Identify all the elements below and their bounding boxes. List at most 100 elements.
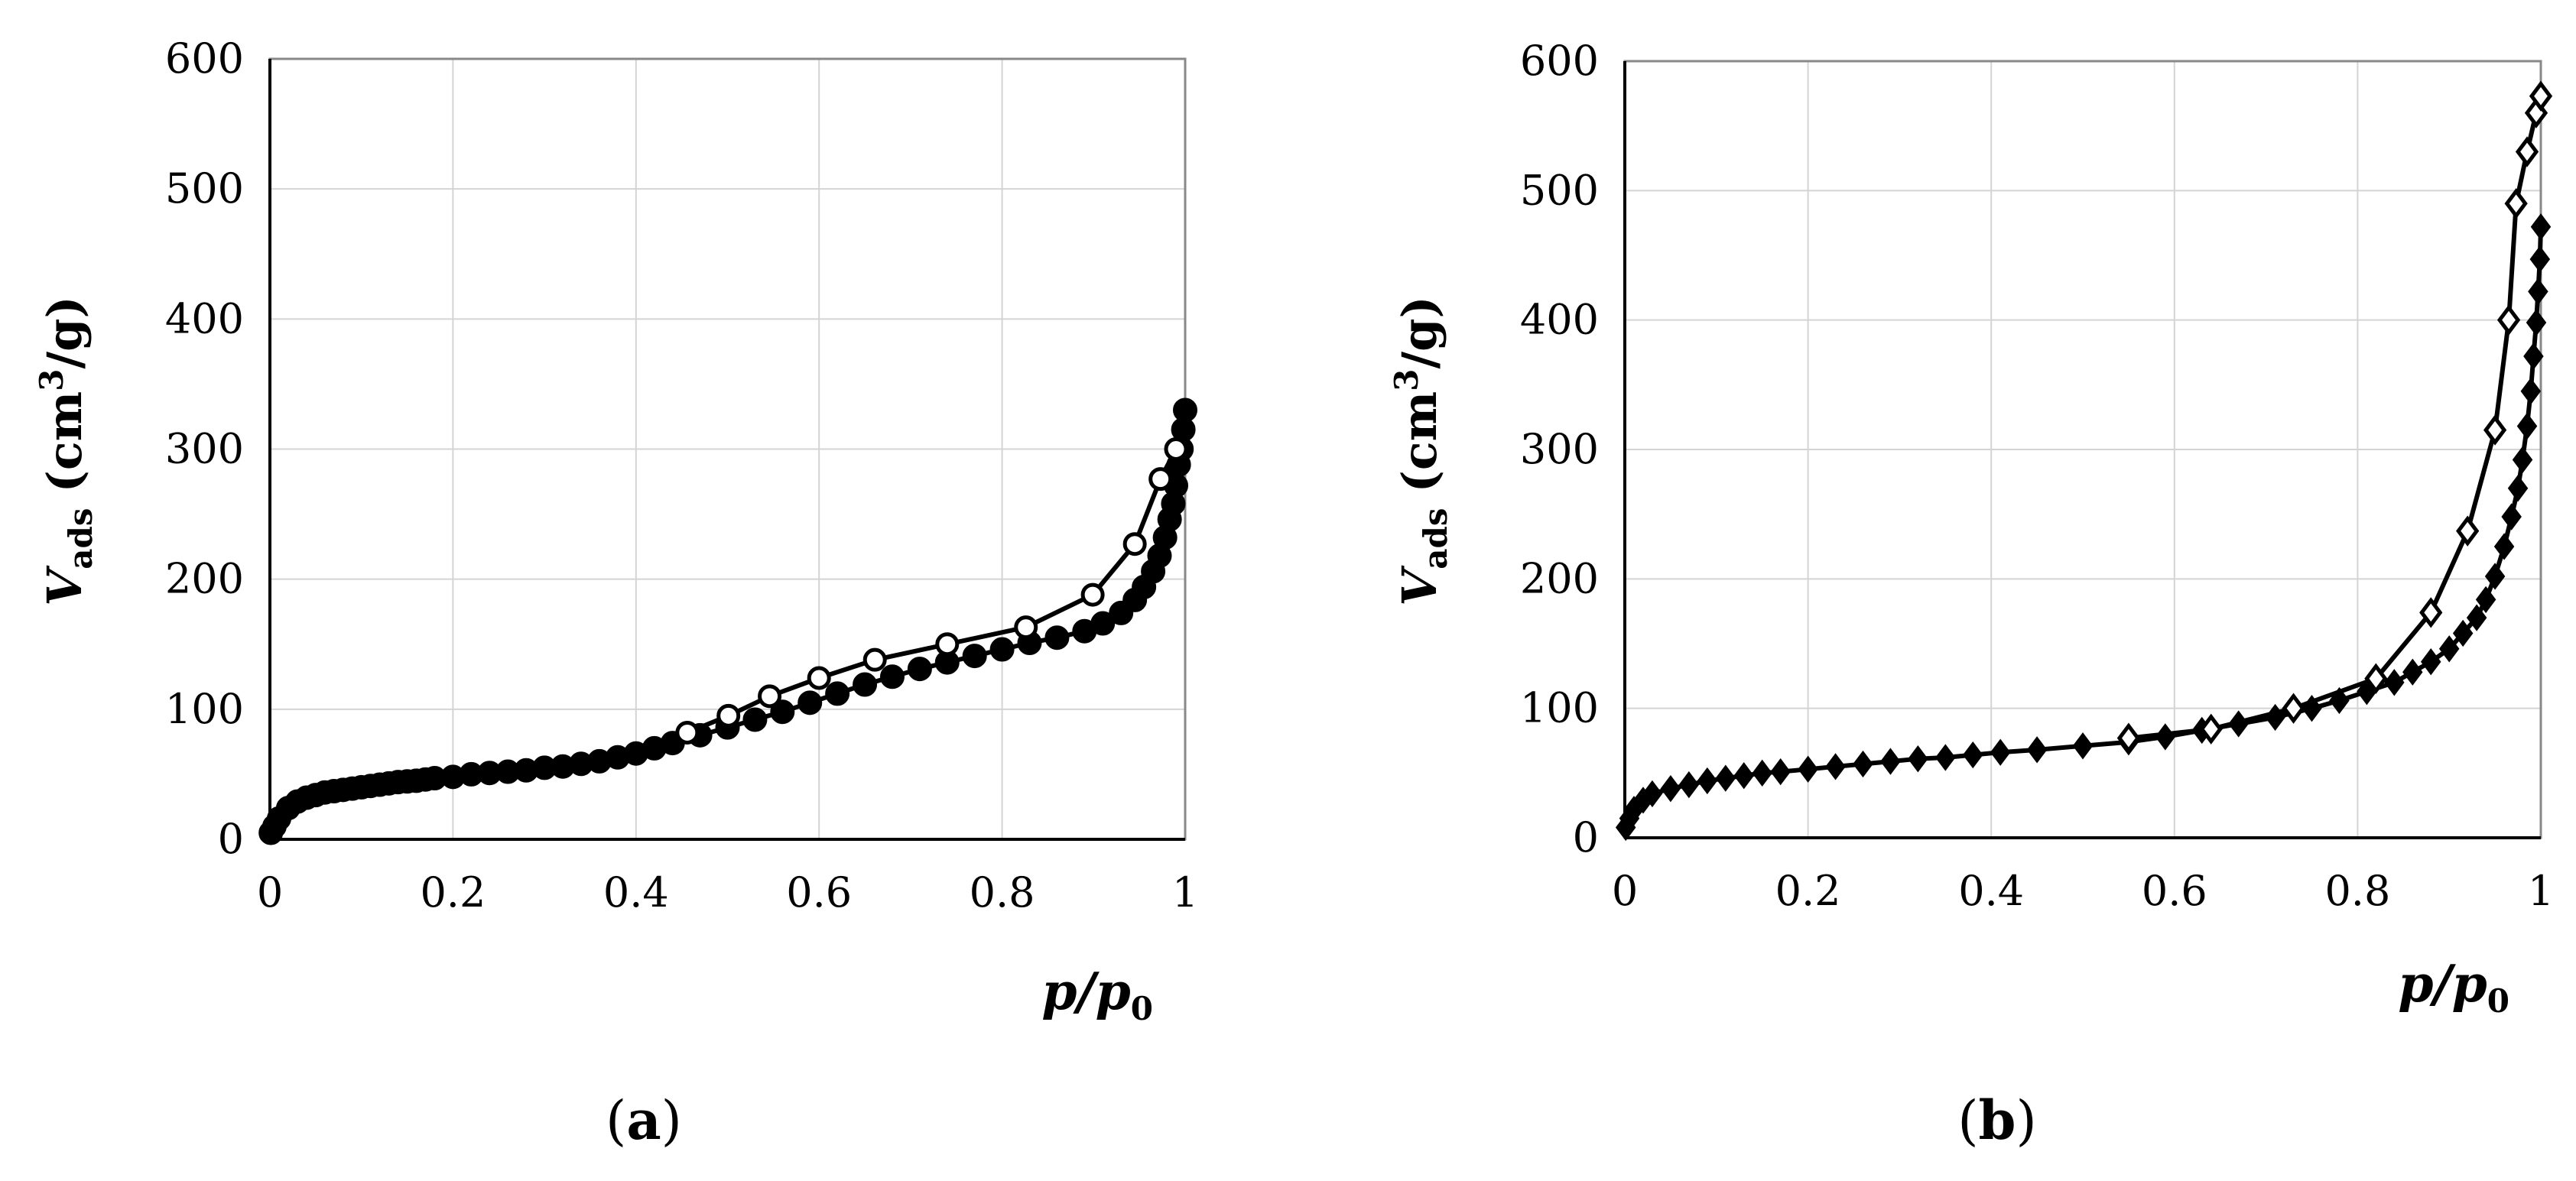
data-point-desorption-b xyxy=(2282,693,2305,724)
y-axis-label-unit-post-a: /g) xyxy=(37,296,93,368)
panel-label-b-open: ( xyxy=(1957,1089,1978,1152)
y-tick-label-b: 100 xyxy=(1520,684,1599,732)
data-point-adsorption-b xyxy=(2026,736,2048,764)
y-tick-label-a: 100 xyxy=(165,685,244,733)
data-point-adsorption-b xyxy=(2520,378,2542,405)
y-axis-label-unit-b: (cm xyxy=(1392,391,1447,493)
y-axis-label-unit-sup-a: 3 xyxy=(33,369,70,391)
data-point-adsorption-b xyxy=(1678,771,1700,799)
data-point-adsorption-b xyxy=(2530,213,2552,241)
data-point-adsorption-b xyxy=(2484,563,2506,590)
data-point-adsorption-b xyxy=(2512,446,2533,474)
y-tick-labels-a: 0 100 200 300 400 500 600 xyxy=(165,34,244,863)
data-point-adsorption-b xyxy=(1853,750,1873,778)
panel-label-b: (b) xyxy=(1957,1089,2037,1152)
y-tick-label-a: 0 xyxy=(218,815,244,863)
data-point-adsorption-b xyxy=(2507,475,2529,502)
panel-label-b-letter: b xyxy=(1979,1089,2016,1152)
y-tick-label-b: 200 xyxy=(1520,554,1599,602)
data-point-desorption-b xyxy=(2199,713,2223,745)
data-point-adsorption-a xyxy=(853,672,878,697)
x-tick-label-a: 0 xyxy=(257,868,283,917)
series-layer-b xyxy=(1615,80,2553,842)
x-axis-label-sub-b: 0 xyxy=(2487,982,2509,1020)
y-tick-label-b: 600 xyxy=(1520,37,1599,85)
data-point-desorption-a xyxy=(862,647,887,672)
data-point-adsorption-b xyxy=(2402,658,2423,686)
data-point-adsorption-b xyxy=(2265,703,2285,732)
data-point-desorption-a xyxy=(1122,532,1147,556)
data-point-desorption-a xyxy=(1148,467,1173,492)
y-tick-labels-b: 0 100 200 300 400 500 600 xyxy=(1520,37,1599,861)
data-point-adsorption-b xyxy=(2384,669,2405,696)
data-point-desorption-a xyxy=(1080,582,1105,607)
data-point-adsorption-b xyxy=(2526,309,2547,336)
x-tick-label-b: 0.8 xyxy=(2324,867,2390,915)
x-tick-label-b: 0.2 xyxy=(1775,867,1841,915)
data-point-desorption-b xyxy=(2496,304,2521,336)
x-axis-label-main-b: p/p xyxy=(2398,954,2487,1014)
data-point-adsorption-b xyxy=(1770,758,1791,786)
x-axis-label-main-a: p/p xyxy=(1041,962,1130,1021)
data-point-adsorption-b xyxy=(2501,503,2522,530)
data-point-adsorption-b xyxy=(1752,759,1772,787)
data-point-adsorption-b xyxy=(2155,723,2176,751)
grid-b xyxy=(1625,60,2542,838)
y-tick-label-b: 500 xyxy=(1520,166,1599,214)
x-tick-label-b: 0.6 xyxy=(2142,867,2207,915)
data-point-adsorption-b xyxy=(1935,744,1956,771)
data-point-desorption-b xyxy=(2419,597,2443,628)
data-point-adsorption-b xyxy=(1990,738,2011,766)
data-point-desorption-b xyxy=(2364,663,2388,694)
panel-label-b-close: ) xyxy=(2016,1089,2036,1152)
data-point-desorption-b xyxy=(2456,515,2480,547)
y-tick-label-b: 300 xyxy=(1520,425,1599,473)
x-axis-label-a: p/p0 xyxy=(1041,962,1153,1027)
data-point-adsorption-b xyxy=(2329,686,2350,715)
data-point-adsorption-a xyxy=(742,707,768,732)
chart-panel-a: 0 0.2 0.4 0.6 0.8 1 0 100 200 300 400 500 600 Vads (… xyxy=(33,34,1198,1152)
x-tick-label-a: 0.6 xyxy=(786,868,852,917)
data-point-adsorption-b xyxy=(1908,745,1928,773)
data-point-adsorption-b xyxy=(1715,764,1736,792)
series-layer-a xyxy=(258,397,1197,845)
y-tick-label-a: 600 xyxy=(165,34,244,83)
data-point-desorption-b xyxy=(2116,722,2141,754)
data-point-adsorption-b xyxy=(2475,586,2496,614)
data-point-adsorption-a xyxy=(825,681,850,706)
data-point-adsorption-b xyxy=(1697,767,1718,795)
data-point-adsorption-b xyxy=(1660,774,1681,803)
data-point-adsorption-b xyxy=(1733,762,1754,790)
data-point-adsorption-a xyxy=(770,699,795,725)
y-tick-label-a: 500 xyxy=(165,164,244,213)
y-axis-label-main-a: V xyxy=(37,565,93,606)
data-point-adsorption-a xyxy=(879,664,905,689)
data-point-desorption-a xyxy=(1014,615,1038,640)
y-axis-label-sub-a: ads xyxy=(62,508,99,569)
x-tick-label-b: 0.4 xyxy=(1958,867,2024,915)
data-point-adsorption-b xyxy=(2438,635,2460,663)
data-point-adsorption-b xyxy=(2452,619,2474,647)
data-point-desorption-a xyxy=(935,632,960,657)
panel-label-a-close: ) xyxy=(661,1089,682,1152)
data-point-adsorption-b xyxy=(2523,342,2544,370)
panel-label-a: (a) xyxy=(606,1089,682,1152)
y-axis-label-unit-post-b: /g) xyxy=(1392,296,1447,368)
y-axis-label-sub-b: ads xyxy=(1417,508,1454,569)
data-point-desorption-a xyxy=(675,720,700,745)
y-tick-label-a: 400 xyxy=(165,294,244,342)
panel-label-a-open: ( xyxy=(606,1089,626,1152)
data-point-adsorption-a xyxy=(797,690,823,715)
data-point-adsorption-b xyxy=(1798,755,1818,783)
data-point-adsorption-b xyxy=(2302,695,2322,722)
data-point-desorption-b xyxy=(2529,80,2553,112)
data-point-adsorption-b xyxy=(2420,648,2441,676)
y-tick-label-a: 200 xyxy=(165,555,244,603)
chart-panel-b: 0 0.2 0.4 0.6 0.8 1 0 100 200 300 400 500 600 Vads (… xyxy=(1388,37,2554,1152)
data-point-adsorption-b xyxy=(1825,753,1846,780)
data-point-adsorption-b xyxy=(2466,604,2487,631)
y-tick-label-b: 0 xyxy=(1573,813,1599,861)
data-point-adsorption-b xyxy=(2493,533,2515,560)
